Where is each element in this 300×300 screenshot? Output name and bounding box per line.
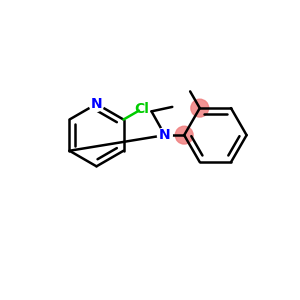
Text: Cl: Cl bbox=[134, 102, 149, 116]
Circle shape bbox=[191, 99, 209, 117]
Circle shape bbox=[158, 128, 172, 142]
Circle shape bbox=[175, 126, 193, 144]
Circle shape bbox=[89, 97, 104, 111]
Text: N: N bbox=[159, 128, 171, 142]
Text: N: N bbox=[91, 97, 102, 111]
